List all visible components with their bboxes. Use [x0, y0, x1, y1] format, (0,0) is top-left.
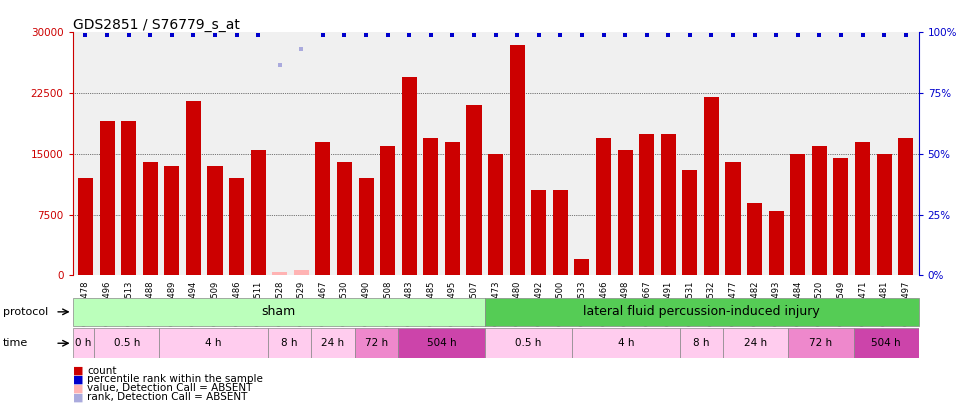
Bar — [680, 328, 723, 358]
Bar — [337, 162, 352, 275]
Text: 8 h: 8 h — [693, 338, 710, 348]
Bar — [660, 134, 676, 275]
Bar — [488, 154, 503, 275]
Text: ■: ■ — [73, 375, 83, 384]
Bar — [725, 162, 741, 275]
Bar — [704, 97, 719, 275]
Text: 4 h: 4 h — [205, 338, 221, 348]
Text: 0.5 h: 0.5 h — [515, 338, 542, 348]
Bar — [553, 190, 568, 275]
Text: rank, Detection Call = ABSENT: rank, Detection Call = ABSENT — [87, 392, 248, 402]
Bar — [229, 178, 244, 275]
Text: ■: ■ — [73, 384, 83, 393]
Bar — [484, 298, 919, 326]
Bar — [484, 328, 571, 358]
Bar — [445, 142, 460, 275]
Bar — [143, 162, 158, 275]
Text: ■: ■ — [73, 366, 83, 375]
Bar — [424, 138, 438, 275]
Bar — [355, 328, 398, 358]
Text: 504 h: 504 h — [871, 338, 901, 348]
Text: 72 h: 72 h — [365, 338, 388, 348]
Bar — [78, 178, 93, 275]
Bar — [73, 298, 484, 326]
Text: 8 h: 8 h — [281, 338, 298, 348]
Bar — [898, 138, 913, 275]
Bar — [531, 190, 546, 275]
Bar — [294, 270, 308, 275]
Bar — [121, 122, 136, 275]
Text: 72 h: 72 h — [809, 338, 833, 348]
Bar — [186, 101, 201, 275]
Bar — [834, 158, 848, 275]
Bar — [788, 328, 854, 358]
Bar — [510, 45, 525, 275]
Bar — [164, 166, 179, 275]
Bar — [683, 170, 697, 275]
Bar — [160, 328, 268, 358]
Text: sham: sham — [261, 305, 296, 318]
Bar — [723, 328, 788, 358]
Bar — [639, 134, 655, 275]
Bar — [398, 328, 484, 358]
Bar — [876, 154, 892, 275]
Bar — [100, 122, 115, 275]
Text: 0.5 h: 0.5 h — [113, 338, 140, 348]
Bar — [466, 105, 482, 275]
Bar — [854, 328, 919, 358]
Bar — [315, 142, 331, 275]
Text: 4 h: 4 h — [618, 338, 634, 348]
Bar — [769, 211, 783, 275]
Text: lateral fluid percussion-induced injury: lateral fluid percussion-induced injury — [583, 305, 820, 318]
Bar — [855, 142, 870, 275]
Text: 24 h: 24 h — [321, 338, 344, 348]
Text: time: time — [3, 338, 28, 348]
Bar — [272, 272, 287, 275]
Text: 504 h: 504 h — [426, 338, 456, 348]
Bar — [747, 202, 762, 275]
Text: GDS2851 / S76779_s_at: GDS2851 / S76779_s_at — [73, 18, 240, 32]
Bar — [250, 150, 266, 275]
Text: percentile rank within the sample: percentile rank within the sample — [87, 375, 263, 384]
Text: 24 h: 24 h — [745, 338, 768, 348]
Text: count: count — [87, 366, 117, 375]
Bar — [571, 328, 680, 358]
Text: 0 h: 0 h — [75, 338, 92, 348]
Bar — [94, 328, 160, 358]
Text: protocol: protocol — [3, 307, 48, 317]
Bar — [574, 259, 590, 275]
Bar — [359, 178, 373, 275]
Text: value, Detection Call = ABSENT: value, Detection Call = ABSENT — [87, 384, 252, 393]
Bar — [812, 146, 827, 275]
Bar — [208, 166, 222, 275]
Bar — [618, 150, 632, 275]
Bar — [311, 328, 355, 358]
Bar — [380, 146, 396, 275]
Bar — [73, 328, 94, 358]
Text: ■: ■ — [73, 392, 83, 402]
Bar — [401, 77, 417, 275]
Bar — [790, 154, 806, 275]
Bar — [596, 138, 611, 275]
Bar — [268, 328, 311, 358]
